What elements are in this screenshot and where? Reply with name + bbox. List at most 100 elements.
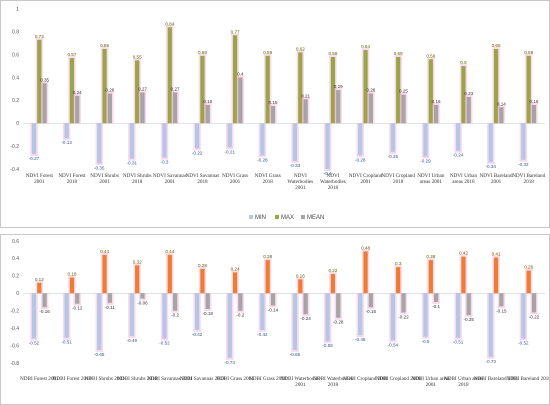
data-label-mean: 0.24	[73, 90, 82, 95]
bar-max	[526, 270, 531, 294]
bar-max	[363, 251, 368, 294]
bar-max	[232, 35, 238, 124]
data-label-max: 0.28	[198, 263, 207, 268]
category-label: NDVI Savannas 2018	[186, 173, 220, 185]
category-label: NDBI Urban areas 2001	[411, 376, 450, 388]
bar-min	[292, 293, 298, 350]
data-label-min: -0.54	[388, 342, 399, 347]
bar-mean	[499, 293, 504, 307]
bar-max	[461, 256, 466, 294]
bar-max	[298, 279, 303, 294]
y-tick-label: -0.4	[10, 167, 19, 173]
data-label-mean: 0.26	[105, 88, 114, 93]
category-label: NDBI Forest 2018	[53, 376, 92, 382]
ndbi-chart-panel: -0.8 -0.6 -0.4 -0.2 0 0.2 0.4 0.6 -0.52 0.12 -0.16…	[0, 234, 550, 405]
bar-min	[64, 293, 69, 338]
bar-mean	[368, 293, 373, 308]
data-label-min: -0.51	[453, 340, 464, 345]
legend-swatch-max	[275, 215, 279, 219]
bar-max	[167, 27, 172, 124]
data-label-min: -0.4	[324, 171, 332, 176]
bar-min	[162, 123, 167, 158]
data-label-min: -0.27	[29, 156, 40, 161]
data-label-mean: 0.27	[171, 86, 180, 91]
data-label-min: -0.52	[29, 341, 40, 346]
category-label: NDBI Shrubs 2001	[85, 376, 125, 382]
ndvi-chart: -0.4 -0.2 0 0.2 0.4 0.6 0.8 1 -0.27 0.73 0.35 NDVI …	[10, 7, 545, 221]
bar-mean	[336, 90, 341, 124]
data-label-max: 0.24	[231, 266, 240, 271]
bar-min	[31, 293, 37, 339]
category-label: NDVI Cropland 2001	[349, 173, 383, 185]
legend-label-mean: MEAN	[307, 215, 324, 221]
bar-max	[493, 257, 499, 294]
bar-mean	[205, 105, 210, 124]
category-label: NDVI Waterbodies 2018	[320, 173, 346, 191]
bar-min	[423, 293, 428, 337]
data-label-max: 0.58	[328, 51, 337, 56]
data-label-max: 0.42	[459, 251, 468, 256]
bar-max	[135, 265, 140, 294]
category-label: NDVI Shrubs 2001	[90, 173, 119, 185]
bar-max	[428, 260, 433, 294]
bar-mean	[42, 83, 47, 124]
bar-mean	[401, 293, 406, 313]
data-label-max: 0.55	[133, 54, 142, 59]
y-tick-label: 1	[16, 7, 19, 13]
data-label-max: 0.3	[395, 261, 402, 266]
data-label-max: 0.59	[198, 50, 207, 55]
bar-min	[97, 123, 102, 164]
data-label-mean: 0.35	[40, 77, 49, 82]
bar-mean	[107, 293, 112, 303]
y-tick-label: -0.2	[10, 144, 19, 150]
data-label-max: 0.56	[426, 53, 435, 58]
data-label-max: 0.58	[394, 51, 403, 56]
data-label-min: -0.73	[486, 359, 497, 364]
bar-min	[129, 123, 135, 159]
data-label-min: -0.28	[355, 157, 366, 162]
category-label: NDVI Cropland 2018	[381, 173, 415, 185]
data-label-max: 0.41	[492, 252, 501, 257]
data-label-min: -0.29	[420, 158, 431, 163]
data-label-max: 0.59	[263, 50, 272, 55]
bar-mean	[499, 107, 504, 124]
bar-mean	[433, 105, 439, 124]
bar-mean	[140, 293, 145, 299]
y-tick-label: 0	[16, 121, 19, 127]
category-label: NDVI Urban areas 2018	[450, 173, 478, 185]
data-label-mean: -0.18	[202, 311, 213, 316]
data-label-min: -0.3	[161, 160, 169, 165]
data-label-max: 0.84	[165, 21, 174, 26]
category-label: NDBI Shrubs 2018	[117, 376, 157, 382]
bar-max	[37, 39, 42, 124]
bar-max	[396, 57, 401, 124]
bar-min	[162, 293, 167, 339]
data-label-min: -0.35	[94, 165, 105, 170]
data-label-mean: 0.25	[399, 89, 408, 94]
y-tick-label: -0.6	[10, 343, 19, 349]
bar-min	[423, 123, 428, 157]
data-label-mean: -0.22	[398, 314, 409, 319]
y-tick-label: 0	[16, 291, 19, 297]
y-tick-label: 0.8	[12, 30, 19, 36]
bar-max	[265, 55, 270, 124]
data-label-min: -0.48	[355, 337, 366, 342]
data-label-mean: -0.2	[171, 313, 179, 318]
category-label: NDBI Grass 2018	[249, 376, 287, 382]
category-label: NDVI Grass 2018	[255, 173, 281, 185]
data-label-mean: -0.12	[72, 306, 83, 311]
data-label-mean: 0.15	[269, 100, 278, 105]
data-label-mean: -0.14	[268, 307, 279, 312]
bar-min	[260, 123, 265, 156]
bar-max	[232, 272, 238, 294]
bar-mean	[42, 293, 47, 308]
bar-max	[69, 277, 75, 294]
legend-label-min: MIN	[255, 215, 266, 221]
data-label-min: -0.31	[127, 161, 138, 166]
bar-min	[358, 123, 363, 156]
y-tick-label: -0.4	[10, 326, 19, 332]
data-label-mean: -0.25	[463, 317, 474, 322]
category-label: NDVI Grass 2001	[222, 173, 248, 185]
bar-max	[102, 49, 107, 124]
data-label-max: 0.18	[67, 272, 76, 277]
